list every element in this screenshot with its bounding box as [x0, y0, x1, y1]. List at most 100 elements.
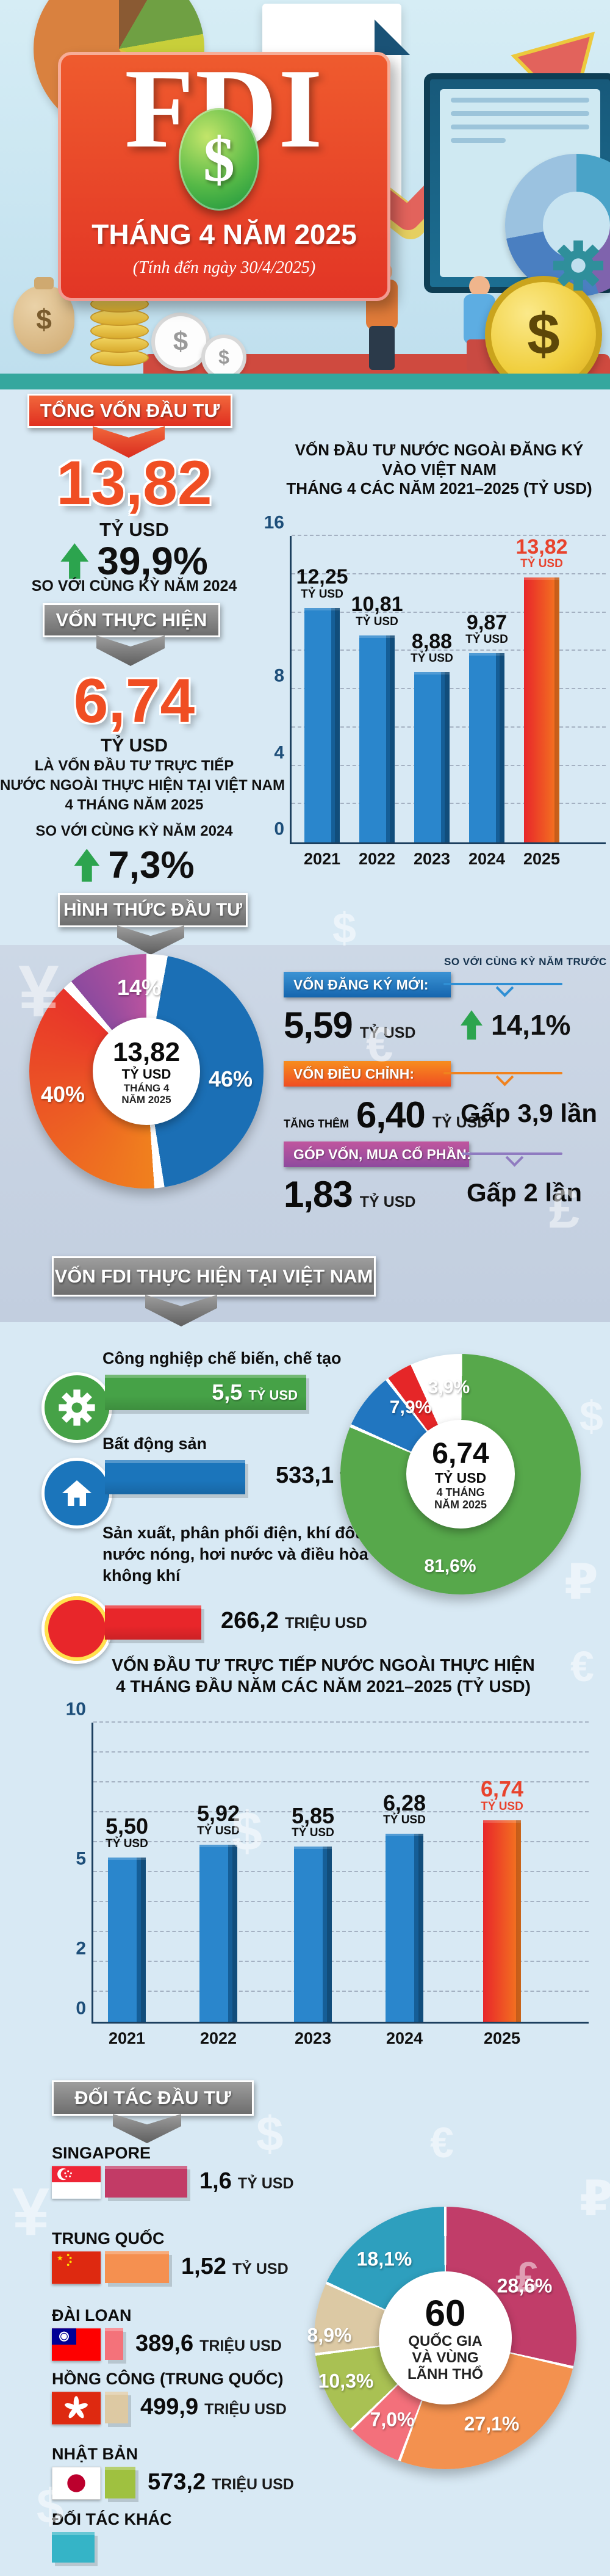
currency-watermark: ₽ — [580, 2171, 610, 2226]
fdi-badge: FDI $ THÁNG 4 NĂM 2025 (Tính đến ngày 30… — [58, 49, 390, 301]
partner-bar — [105, 2467, 135, 2498]
partner-name: ĐỐI TÁC KHÁC — [52, 2510, 172, 2528]
x-axis-category: 2024 — [468, 850, 506, 868]
realized-desc-line: NƯỚC NGOÀI THỰC HIỆN TẠI VIỆT NAM — [0, 777, 285, 794]
dollar-icon: $ — [179, 108, 259, 211]
x-axis-category: 2025 — [483, 2029, 521, 2047]
x-axis-category: 2023 — [413, 850, 451, 868]
y-axis-tick: 16 — [264, 512, 284, 533]
bar-value-label: 13,82 TỶ USD — [515, 535, 568, 571]
bar-value-label: 6,74 TỶ USD — [480, 1776, 524, 1813]
gridline — [93, 1751, 589, 1753]
bar-value-label: 10,81 TỶ USD — [351, 593, 403, 628]
house-icon — [41, 1458, 112, 1529]
sector-bar — [105, 1460, 245, 1494]
badge-note: (Tính đến ngày 30/4/2025) — [132, 258, 316, 277]
gridline — [93, 1991, 589, 1992]
cn-flag — [52, 2251, 101, 2284]
partner-bar — [105, 2251, 169, 2283]
section-banner-form: HÌNH THỨC ĐẦU TƯ — [58, 893, 248, 927]
chart-bar — [108, 1857, 146, 2022]
gridline — [292, 535, 606, 536]
jp-flag — [52, 2467, 101, 2500]
realized-unit: TỶ USD — [100, 736, 168, 756]
y-axis-tick: 4 — [274, 742, 284, 762]
x-axis-category: 2024 — [386, 2029, 423, 2047]
realized-desc-line: LÀ VỐN ĐẦU TƯ TRỰC TIẾP — [34, 758, 234, 774]
currency-watermark: $ — [580, 1392, 603, 1440]
realized-delta-note: SO VỚI CÙNG KỲ NĂM 2024 — [35, 823, 233, 839]
total-unit: TỶ USD — [99, 519, 169, 540]
realized-delta: 7,3% — [9, 844, 259, 887]
partner-value: 573,2 TRIỆU USD — [148, 2469, 294, 2495]
partner-value: 1,52 TỶ USD — [181, 2254, 289, 2279]
pie-slice-label: 14% — [117, 975, 162, 1000]
pie-chart-realized-fdi: 81,6% 7,9% 3,9% — [340, 1354, 581, 1594]
sector-label-line: nước nóng, hơi nước và điều hòa — [102, 1545, 368, 1564]
x-axis-category: 2022 — [358, 850, 396, 868]
house-icon — [62, 1480, 92, 1506]
sector-label-line: Bất động sản — [102, 1435, 207, 1453]
y-axis-tick: 2 — [76, 1938, 86, 1959]
gridline — [292, 611, 606, 613]
up-arrow-icon — [74, 848, 100, 882]
total-value: 13,82 — [56, 448, 212, 518]
adjusted-delta: Gấp 3,9 lần — [461, 1099, 598, 1127]
x-axis-category: 2023 — [294, 2029, 332, 2047]
bar-value-label: 5,50 TỶ USD — [105, 1813, 149, 1850]
gridline — [292, 649, 606, 651]
gear-icon — [59, 1389, 95, 1426]
sector-label: Bất động sản — [102, 1433, 207, 1455]
dollar-coin-icon: $ — [201, 335, 246, 374]
gridline — [93, 1781, 589, 1782]
chart-bar — [414, 672, 450, 842]
pie-slice-label: 46% — [208, 1066, 253, 1091]
hk-flag — [52, 2392, 101, 2425]
chart-bar — [483, 1820, 521, 2022]
divider-ribbon — [0, 374, 610, 397]
banner-arrow-icon — [96, 635, 165, 666]
partner-name: NHẬT BẢN — [52, 2445, 138, 2463]
section-banner-realized: VỐN THỰC HIỆN — [43, 603, 220, 637]
partner-value: 499,9 TRIỆU USD — [140, 2394, 287, 2420]
total-delta: 39,9% — [9, 538, 259, 584]
document-fold — [375, 20, 410, 55]
gridline — [93, 1841, 589, 1842]
pie-slice-label: 8,9% — [307, 2324, 352, 2346]
pie-slice-label: 18,1% — [356, 2248, 412, 2270]
sector-label: Công nghiệp chế biến, chế tạo — [102, 1348, 342, 1369]
gridline — [292, 573, 606, 574]
bar-chart-registered-fdi: 16 8 4 0 12,25 TỶ USD 2021 10,81 TỶ USD 2022 8,88 T… — [264, 512, 606, 868]
total-delta-note: SO VỚI CÙNG KỲ NĂM 2024 — [31, 577, 237, 595]
chart-bar — [359, 635, 395, 842]
sector-bar — [105, 1605, 201, 1640]
currency-watermark: ¥ — [12, 2174, 50, 2249]
singapore-flag-icon — [52, 2166, 101, 2199]
chart-bar — [199, 1844, 237, 2022]
pie-center-label: 60 QUỐC GIA VÀ VÙNG LÃNH THỔ — [379, 2271, 512, 2404]
sector-value: 5,5 TỶ USD — [212, 1380, 298, 1405]
tw-flag — [52, 2328, 101, 2361]
realized-desc-line: 4 THÁNG NĂM 2025 — [65, 797, 204, 813]
gear-illustration — [553, 240, 604, 291]
pie-center-label: 6,74 TỶ USD 4 THÁNG NĂM 2025 — [406, 1420, 515, 1529]
chart-bar — [294, 1847, 332, 2022]
gridline — [93, 1931, 589, 1932]
chart-bar — [524, 577, 559, 842]
pie-slice-label: 3,9% — [428, 1377, 470, 1397]
section-banner-fdi-realized: VỐN FDI THỰC HIỆN TẠI VIỆT NAM — [52, 1256, 376, 1297]
y-axis-tick: 0 — [274, 819, 284, 839]
chart1-title: VỐN ĐẦU TƯ NƯỚC NGOÀI ĐĂNG KÝ VÀO VIỆT N… — [286, 441, 592, 498]
partner-bar — [105, 2166, 187, 2198]
hero-illustration: FDI $ $ $ $ — [0, 0, 610, 374]
badge-subtitle: THÁNG 4 NĂM 2025 — [92, 219, 357, 250]
bar-value-label: 8,88 TỶ USD — [411, 629, 453, 665]
x-axis-category: 2021 — [108, 2029, 146, 2047]
coin-stack-illustration — [90, 288, 149, 366]
capital-contribution-value: 1,83 TỶ USD — [284, 1174, 416, 1215]
section-banner-partners: ĐỐI TÁC ĐẦU TƯ — [52, 2080, 254, 2116]
banner-arrow-icon — [113, 2114, 181, 2143]
adjusted-value: TĂNG THÊM 6,40 TỶ USD — [284, 1094, 489, 1135]
currency-watermark: ₽ — [564, 1555, 598, 1609]
pie-slice-label: 40% — [40, 1082, 85, 1107]
